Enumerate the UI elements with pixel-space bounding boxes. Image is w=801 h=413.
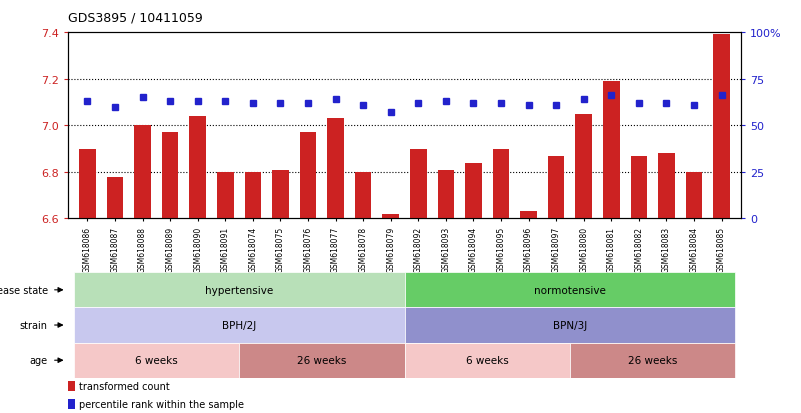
Text: normotensive: normotensive [534,285,606,295]
Bar [658,154,674,219]
Bar [189,117,206,219]
Bar [570,343,735,378]
Bar [244,173,261,219]
Text: 26 weeks: 26 weeks [628,355,678,366]
Bar [630,156,647,219]
Bar [162,133,179,219]
Bar [68,382,75,391]
Text: disease state: disease state [0,285,48,295]
Bar [548,156,565,219]
Bar [437,170,454,219]
Bar [575,114,592,219]
Text: 26 weeks: 26 weeks [297,355,347,366]
Bar [74,343,239,378]
Bar [382,214,399,219]
Bar [405,343,570,378]
Bar [465,163,481,219]
Bar [355,173,372,219]
Text: 6 weeks: 6 weeks [466,355,509,366]
Bar [239,343,405,378]
Text: GDS3895 / 10411059: GDS3895 / 10411059 [68,12,203,25]
Bar [405,308,735,343]
Text: hypertensive: hypertensive [205,285,273,295]
Bar [68,399,75,409]
Bar [493,149,509,219]
Bar [714,36,730,219]
Bar [74,273,405,308]
Text: BPH/2J: BPH/2J [222,320,256,330]
Bar [686,173,702,219]
Bar [135,126,151,219]
Bar [410,149,427,219]
Bar [603,82,620,219]
Bar [217,173,234,219]
Text: transformed count: transformed count [79,381,170,391]
Text: age: age [30,355,48,366]
Bar [107,177,123,219]
Text: BPN/3J: BPN/3J [553,320,587,330]
Bar [521,212,537,219]
Text: percentile rank within the sample: percentile rank within the sample [79,399,244,409]
Bar [74,308,405,343]
Text: 6 weeks: 6 weeks [135,355,178,366]
Bar [272,170,288,219]
Bar [405,273,735,308]
Bar [300,133,316,219]
Text: strain: strain [20,320,48,330]
Bar [328,119,344,219]
Bar [79,149,95,219]
